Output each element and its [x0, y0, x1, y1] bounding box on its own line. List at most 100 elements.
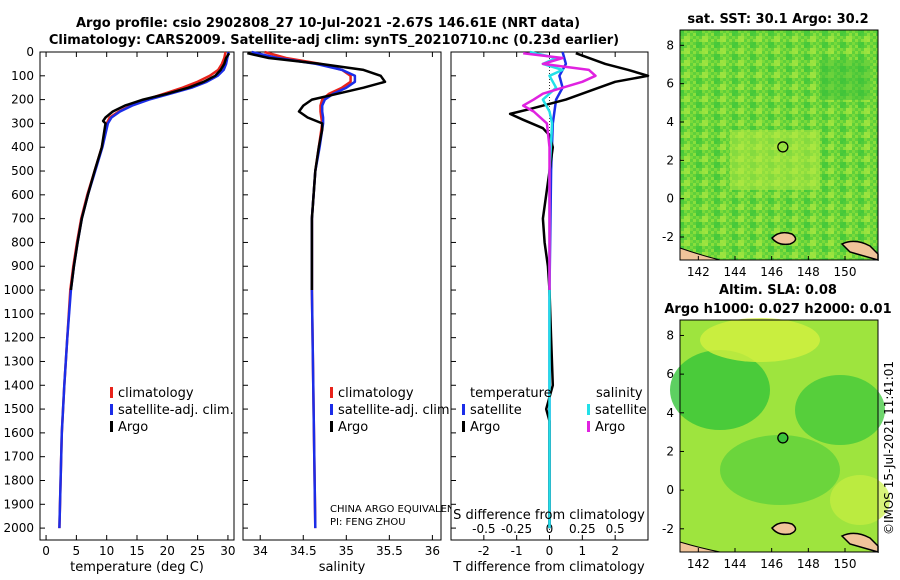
- sst-warm-patch: [730, 130, 820, 190]
- depth-tick-label: 900: [11, 259, 34, 273]
- lat-tick-label: 6: [666, 77, 674, 91]
- t-diff-xlabel: T difference from climatology: [452, 560, 645, 575]
- depth-tick-label: 1600: [3, 426, 34, 440]
- depth-tick-label: 1500: [3, 402, 34, 416]
- s-diff-tick-labels: -0.5 -0.25 0 0.25 0.5: [472, 522, 625, 536]
- x-tick-label: 10: [99, 544, 114, 558]
- series-line-salinity-argo: [521, 51, 597, 290]
- depth-tick-label: 1800: [3, 473, 34, 487]
- depth-tick-label: 400: [11, 140, 34, 154]
- legend-t-satellite: satellite: [470, 403, 522, 418]
- legend-satellite-adj: satellite-adj. clim.: [118, 403, 234, 418]
- sla-title2: Argo h1000: 0.027 h2000: 0.01: [664, 302, 891, 317]
- legend-argo-2: Argo: [338, 420, 368, 435]
- lon-tick-label: 142: [687, 265, 710, 279]
- lon-tick-label: 150: [834, 557, 857, 571]
- sla-low-south: [720, 435, 840, 505]
- legend-climatology-2: climatology: [338, 386, 414, 401]
- depth-tick-label: 800: [11, 235, 34, 249]
- x-tick-label: 2: [611, 544, 619, 558]
- series-line-argo: [69, 52, 231, 291]
- temperature-panel: 0100200300400500600700800900100011001200…: [3, 45, 235, 575]
- lat-tick-label: 8: [666, 38, 674, 52]
- depth-tick-label: 1100: [3, 307, 34, 321]
- x-tick-label: 1: [579, 544, 587, 558]
- x-tick-label: 30: [220, 544, 235, 558]
- depth-tick-label: 1400: [3, 378, 34, 392]
- lat-tick-label: -2: [662, 230, 674, 244]
- legend-satellite-marker: [110, 404, 113, 415]
- lon-tick-label: 148: [797, 557, 820, 571]
- temperature-xlabel: temperature (deg C): [70, 560, 204, 575]
- salinity-xlabel: salinity: [319, 560, 366, 575]
- x-tick-label: 34: [253, 544, 268, 558]
- s-tick-label: 0.25: [569, 522, 596, 536]
- lat-tick-label: 0: [666, 483, 674, 497]
- legend-satellite-adj-2: satellite-adj. clim.: [338, 403, 454, 418]
- sla-float-marker: [777, 432, 789, 444]
- depth-tick-label: 600: [11, 188, 34, 202]
- legend-s-argo: Argo: [595, 420, 625, 435]
- legend-climatology-marker: [110, 387, 113, 398]
- depth-tick-label: 200: [11, 93, 34, 107]
- legend-s-sat-marker: [587, 404, 590, 415]
- x-tick-label: 0: [546, 544, 554, 558]
- sla-low-east: [795, 375, 885, 445]
- lon-tick-label: 144: [724, 265, 747, 279]
- salinity-axes: [242, 51, 442, 541]
- s-tick-label: 0: [546, 522, 554, 536]
- depth-tick-label: 2000: [3, 521, 34, 535]
- legend-t-argo: Argo: [470, 420, 500, 435]
- sst-island: [771, 231, 797, 246]
- sst-tick-labels: 142 144 146 148 150 8 6 4 2 0 -2: [662, 38, 856, 279]
- depth-tick-label: 1700: [3, 450, 34, 464]
- difference-legend: temperature salinity satellite Argo sate…: [462, 386, 647, 435]
- legend-climatology: climatology: [118, 386, 194, 401]
- x-tick-label: 5: [73, 544, 81, 558]
- depth-tick-label: 500: [11, 164, 34, 178]
- x-tick-label: -1: [511, 544, 523, 558]
- lon-tick-label: 150: [834, 265, 857, 279]
- salinity-tick-labels: 34 34.5 35 35.5 36: [253, 544, 440, 558]
- lat-tick-label: 4: [666, 406, 674, 420]
- x-tick-label: 35: [339, 544, 354, 558]
- depth-tick-label: 700: [11, 212, 34, 226]
- temperature-legend: climatology satellite-adj. clim. Argo: [110, 386, 234, 435]
- sst-map: sat. SST: 30.1 Argo: 30.2 142 144 146 148 15…: [662, 12, 879, 279]
- sla-island: [771, 521, 797, 536]
- s-tick-label: -0.5: [472, 522, 495, 536]
- lat-tick-label: 0: [666, 192, 674, 206]
- depth-tick-label: 1000: [3, 283, 34, 297]
- sst-frame: [679, 29, 879, 261]
- depth-tick-label: 0: [26, 45, 34, 59]
- salinity-lines: [243, 50, 433, 540]
- x-tick-label: 36: [425, 544, 440, 558]
- lon-tick-label: 148: [797, 265, 820, 279]
- s-tick-label: 0.5: [606, 522, 625, 536]
- sla-map: Altim. SLA: 0.08 Argo h1000: 0.027 h2000…: [662, 283, 892, 571]
- lat-tick-label: 2: [666, 444, 674, 458]
- x-tick-label: 34.5: [290, 544, 317, 558]
- salinity-panel: 34 34.5 35 35.5 36 salinity climatology sate…: [242, 50, 461, 575]
- sla-tick-labels: 142 144 146 148 150 8 6 4 2 0 -2: [662, 328, 856, 571]
- depth-tick-labels: 0 100 200 300 400 500 600 700 800 900 1000 1100 1200…: [3, 45, 34, 535]
- depth-tick-label: 1300: [3, 354, 34, 368]
- sst-cool-patch: [820, 60, 870, 100]
- x-tick-label: 0: [42, 544, 50, 558]
- x-tick-label: 25: [190, 544, 205, 558]
- sla-high-north: [700, 318, 820, 362]
- depth-tick-label: 100: [11, 69, 34, 83]
- lat-tick-label: 8: [666, 328, 674, 342]
- pi-note: PI: FENG ZHOU: [330, 517, 406, 528]
- legend-s-argo-marker: [587, 421, 590, 432]
- legend-climatology-marker-2: [330, 387, 333, 398]
- x-tick-label: 20: [160, 544, 175, 558]
- temperature-lines: [40, 51, 231, 540]
- difference-lines: [451, 50, 650, 540]
- legend-t-argo-marker: [462, 421, 465, 432]
- temperature-axes: [39, 51, 235, 541]
- lon-tick-label: 146: [760, 557, 783, 571]
- s-tick-label: -0.25: [501, 522, 532, 536]
- legend-temperature: temperature: [470, 386, 552, 401]
- sla-frame: [679, 319, 879, 553]
